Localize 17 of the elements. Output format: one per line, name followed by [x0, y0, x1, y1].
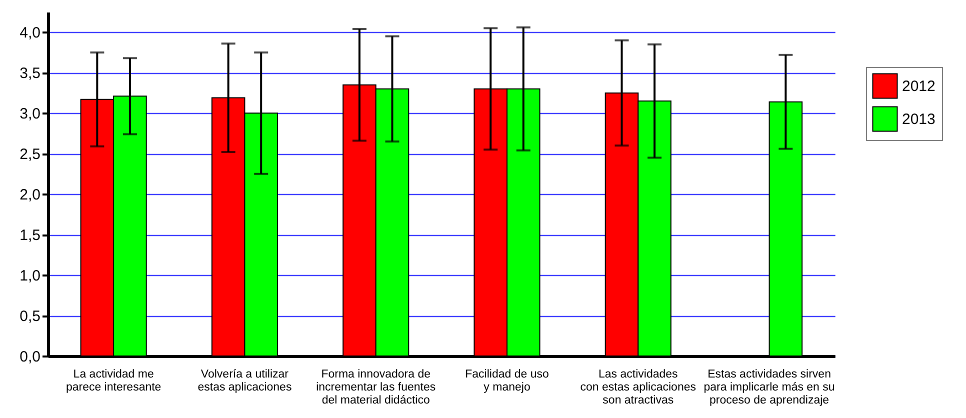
x-tick-label: Las actividades con estas aplicaciones son atractivas: [580, 368, 696, 406]
legend-label: 2013: [902, 111, 936, 128]
y-tick-label: 1,0: [20, 268, 40, 285]
y-tick-label: 2,5: [20, 146, 40, 164]
x-tick-label: La actividad me parece interesante: [66, 368, 162, 394]
y-tick-label: 2,0: [20, 186, 40, 204]
x-tick-label: Estas actividades sirven para implicarle más en su proceso de aprendizaje: [704, 368, 835, 406]
y-tick-label: 3,5: [20, 65, 40, 82]
y-tick-label: 3,0: [20, 106, 40, 123]
x-tick-label: Facilidad de uso y manejo: [465, 368, 549, 394]
y-tick-label: 4,0: [20, 24, 40, 42]
y-tick-label: 0,0: [20, 348, 40, 366]
x-tick-label: Forma innovadora de incrementar las fuentes del material didáctico: [316, 368, 436, 406]
x-tick-label: Volvería a utilizar estas aplicaciones: [198, 368, 292, 394]
legend-label: 2012: [902, 78, 936, 95]
y-tick-label: 1,5: [20, 227, 40, 244]
y-tick-label: 0,5: [20, 308, 40, 326]
